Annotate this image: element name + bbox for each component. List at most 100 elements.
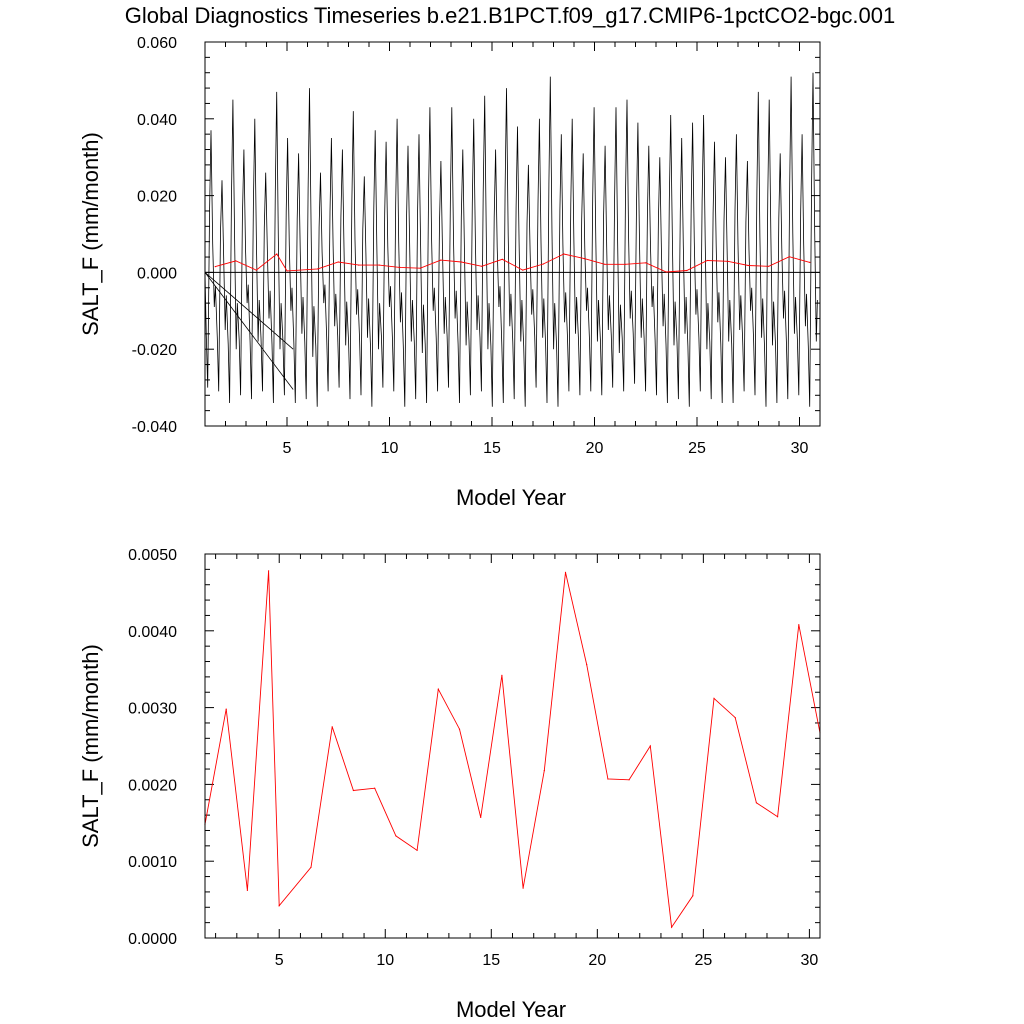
bottom-y-axis-label: SALT_F (mm/month) [78, 644, 103, 848]
top-plot-frame [204, 41, 821, 427]
bottom-annual-mean-point [437, 688, 439, 690]
top-annual-mean-point [235, 260, 237, 262]
bottom-x-tick-label: 30 [800, 952, 818, 969]
top-ticks: 5 10 15 20 25 30 -0.040 -0.020 0.000 0.020 0.040 0.… [132, 35, 821, 457]
top-x-tick-label: 30 [791, 440, 809, 457]
bottom-ticks: 5 10 15 20 25 30 0.0000 0.0010 0.0020 0.0030 0.004… [128, 547, 820, 969]
top-annual-mean-point [747, 264, 749, 267]
bottom-x-tick-label: 10 [376, 952, 394, 969]
bottom-annual-mean-point [692, 895, 694, 897]
top-annual-mean-point [337, 261, 339, 263]
top-annual-mean-point [358, 264, 360, 266]
top-panel: 5 10 15 20 25 30 -0.040 -0.020 0.000 0.020 0.040 0.… [78, 35, 821, 510]
top-x-tick-label: 25 [688, 440, 706, 457]
top-annual-mean-point [768, 265, 770, 267]
top-annual-mean-point [399, 266, 401, 268]
bottom-annual-mean-point [374, 787, 376, 789]
bottom-annual-mean-point [798, 624, 800, 626]
top-annual-mean-point [460, 261, 462, 263]
top-x-tick-label: 20 [586, 440, 604, 457]
top-y-tick-label: -0.040 [132, 419, 177, 436]
bottom-annual-mean-point [310, 866, 312, 868]
top-annual-mean-point [583, 258, 585, 260]
bottom-y-tick-label: 0.0010 [128, 854, 177, 871]
bottom-annual-mean-point [543, 770, 545, 772]
bottom-series [204, 570, 821, 929]
bottom-y-tick-label: 0.0050 [128, 547, 177, 564]
bottom-annual-mean-point [416, 849, 418, 852]
bottom-x-tick-label: 5 [275, 952, 284, 969]
page-title: Global Diagnostics Timeseries b.e21.B1PC… [125, 3, 895, 28]
bottom-annual-mean-point [755, 802, 758, 804]
bottom-y-tick-label: 0.0000 [128, 931, 177, 948]
bottom-annual-mean-point [458, 728, 461, 730]
bottom-annual-mean-point [278, 905, 280, 907]
bottom-annual-mean-point [713, 697, 715, 700]
bottom-annual-mean-point [586, 664, 588, 666]
bottom-annual-mean-point [331, 726, 333, 728]
top-annual-mean-point [276, 253, 278, 255]
top-annual-mean-point [624, 263, 626, 265]
bottom-annual-mean-point [607, 778, 609, 780]
monthly-series-line [204, 72, 818, 407]
bottom-annual-mean-point [671, 926, 673, 928]
top-annual-mean-point [542, 263, 544, 265]
top-annual-mean-point [419, 267, 421, 269]
top-annual-mean-point [665, 271, 667, 273]
top-x-tick-label: 10 [381, 440, 399, 457]
bottom-annual-mean-point [564, 571, 567, 574]
top-annual-mean-point [645, 262, 647, 264]
bottom-y-tick-label: 0.0020 [128, 777, 177, 794]
top-annual-mean-point [317, 268, 319, 270]
top-y-axis-label: SALT_F (mm/month) [78, 132, 103, 336]
top-annual-mean-point [501, 258, 503, 260]
top-y-tick-label: 0.060 [137, 35, 177, 52]
top-y-tick-label: 0.040 [137, 112, 177, 129]
bottom-annual-mean-point [501, 674, 503, 676]
bottom-panel: 5 10 15 20 25 30 0.0000 0.0010 0.0020 0.0030 0.004… [78, 547, 821, 1022]
top-series [204, 72, 820, 407]
top-y-tick-label: -0.020 [132, 342, 177, 359]
top-x-tick-label: 5 [283, 440, 292, 457]
top-annual-mean-point [481, 265, 483, 267]
top-annual-mean-point [440, 259, 442, 261]
top-annual-mean-point [727, 260, 729, 262]
top-x-axis-label: Model Year [456, 485, 566, 510]
bottom-annual-mean-point [352, 789, 354, 792]
top-annual-mean-point [686, 269, 688, 272]
trend-line [204, 272, 294, 390]
top-annual-mean-line [215, 253, 810, 273]
top-y-tick-label: 0.000 [137, 265, 177, 282]
top-annual-mean-point [378, 264, 380, 266]
top-annual-mean-point [604, 263, 606, 265]
top-annual-mean-point [522, 269, 524, 271]
trend-line [204, 272, 294, 350]
bottom-annual-mean-point [225, 708, 227, 710]
top-annual-mean-point [255, 269, 257, 271]
bottom-annual-mean-point [395, 835, 397, 837]
bottom-annual-mean-point [522, 887, 524, 889]
bottom-x-tick-label: 25 [694, 952, 712, 969]
top-x-tick-label: 15 [483, 440, 501, 457]
bottom-annual-mean-point [777, 816, 779, 818]
bottom-x-axis-label: Model Year [456, 997, 566, 1022]
bottom-x-tick-label: 20 [588, 952, 606, 969]
bottom-annual-mean-point [628, 779, 630, 781]
bottom-x-tick-label: 15 [482, 952, 500, 969]
top-annual-mean-point [706, 259, 708, 262]
bottom-annual-mean-line [204, 570, 821, 929]
top-y-tick-label: 0.020 [137, 189, 177, 206]
bottom-annual-mean-point [480, 816, 482, 819]
bottom-annual-mean-point [649, 745, 651, 747]
bottom-y-tick-label: 0.0030 [128, 701, 177, 718]
top-annual-mean-point [286, 270, 288, 272]
bottom-annual-mean-point [268, 570, 270, 572]
top-annual-mean-point [788, 256, 790, 258]
top-annual-mean-point [563, 253, 565, 255]
top-annual-mean-point [809, 261, 811, 263]
top-annual-mean-point [214, 266, 216, 268]
bottom-y-tick-label: 0.0040 [128, 624, 177, 641]
bottom-plot-frame [204, 553, 821, 939]
bottom-annual-mean-point [246, 889, 248, 892]
